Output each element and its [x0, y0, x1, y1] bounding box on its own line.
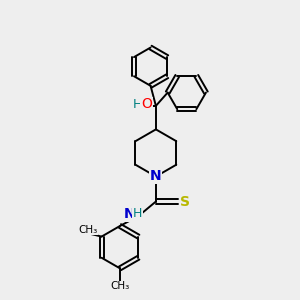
Text: H: H	[133, 98, 142, 111]
Text: H: H	[133, 207, 142, 220]
Text: O: O	[141, 98, 152, 111]
Text: N: N	[124, 207, 136, 221]
Text: CH₃: CH₃	[78, 225, 98, 235]
Text: CH₃: CH₃	[110, 281, 130, 291]
Text: S: S	[180, 194, 190, 208]
Text: N: N	[150, 169, 162, 184]
